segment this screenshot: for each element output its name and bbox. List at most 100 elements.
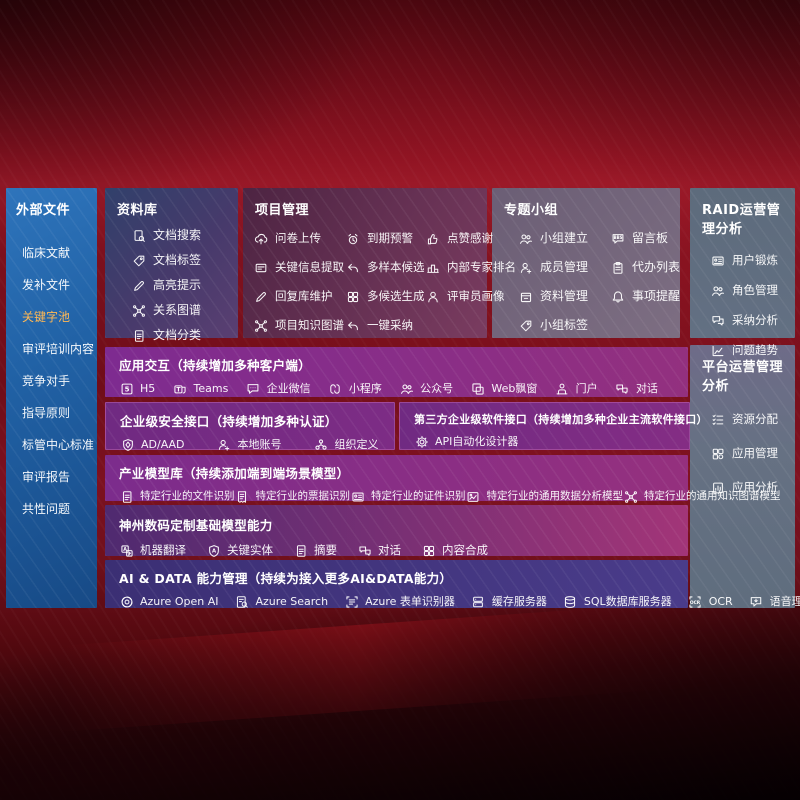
feature-item-label: 回复库维护: [275, 289, 333, 304]
ai-data-row: AI & DATA 能力管理（持续为接入更多AI&DATA能力） Azure O…: [105, 560, 800, 609]
card-icon: [253, 260, 268, 275]
sidebar-item: 标管中心标准: [22, 438, 97, 453]
svg-text:T: T: [176, 386, 181, 393]
feature-item-label: 应用管理: [732, 446, 778, 461]
idcard-icon: [710, 253, 725, 268]
feature-item: A 机器翻译: [119, 543, 186, 558]
list-icon: [710, 412, 725, 427]
feature-item-label: AD/AAD: [141, 437, 185, 451]
apps-icon: [710, 446, 725, 461]
feature-item: 企业微信: [246, 381, 311, 396]
feature-item-label: 对话: [378, 543, 401, 558]
ai-data-items: Azure Open AI Azure Search Azure 表单识别器 缓存服务…: [105, 587, 800, 609]
translate-icon: A: [119, 543, 134, 558]
feature-item-label: 文档标签: [153, 253, 202, 267]
feature-item: 对话: [615, 381, 658, 396]
feature-item-label: 公众号: [420, 381, 454, 395]
bell-icon: [610, 289, 625, 304]
shield-icon: [120, 437, 135, 452]
feature-item: T Teams: [173, 381, 229, 396]
feature-item-label: 对话: [635, 381, 658, 395]
feature-item: 成员管理: [518, 260, 604, 275]
sidebar-item: 审评培训内容: [22, 342, 97, 357]
feature-item-label: 项目知识图谱: [275, 318, 344, 333]
feature-item-label: 内部专家排名: [447, 260, 516, 275]
feature-item-label: 发补文件: [22, 278, 71, 292]
feature-item: 组织定义: [314, 437, 379, 452]
box-icon: [518, 289, 533, 304]
feature-item: 门户: [555, 381, 598, 396]
teams-icon: T: [173, 381, 188, 396]
feature-item: 小组建立: [518, 231, 604, 246]
thumb-icon: [425, 231, 440, 246]
feature-item-label: 企业微信: [266, 381, 311, 395]
svg-text:A: A: [123, 546, 127, 552]
feature-item: 回复库维护: [253, 289, 345, 304]
feature-item-label: H5: [140, 381, 156, 395]
feature-item: 文档分类: [131, 328, 238, 343]
gear-icon: [414, 434, 429, 449]
app-interaction-row: 应用交互（持续增加多种客户端） 5 H5 T Teams 企业微信 小程序 公众号 Web飘窗…: [105, 347, 688, 397]
base-model-row: 神州数码定制基础模型能力 A 机器翻译 A 关键实体 摘要 对话 内容合成: [105, 505, 688, 558]
feature-item-label: 多候选生成: [367, 289, 425, 304]
feature-item: 用户锻炼: [710, 253, 795, 268]
feature-item-label: 用户锻炼: [732, 253, 778, 268]
cloud-up-icon: [253, 231, 268, 246]
feature-item: API自动化设计器: [414, 434, 518, 449]
doc-icon: [119, 489, 134, 504]
window-icon: [470, 381, 485, 396]
external-files-list: 临床文献 发补文件 关键字池 审评培训内容 竞争对手 指导原则 标管中心标准 审评报告 共性问题: [6, 218, 97, 517]
industry-models-title: 产业模型库（持续添加端到端场景模型）: [119, 466, 350, 481]
graph-icon: [253, 318, 268, 333]
repository-title: 资料库: [117, 203, 158, 218]
feature-item-label: 问卷上传: [275, 231, 321, 246]
feature-item-label: 关键信息提取: [275, 260, 344, 275]
feature-item-label: Azure 表单识别器: [365, 594, 455, 608]
feature-item: 文档标签: [131, 253, 238, 268]
graph-icon: [131, 303, 146, 318]
feature-item-label: 代办列表: [632, 260, 681, 274]
feature-item-label: 特定行业的通用数据分析模型: [486, 489, 624, 502]
reply-icon: [345, 260, 360, 275]
org-icon: [314, 437, 329, 452]
report-icon: [710, 480, 725, 495]
feature-item-label: 机器翻译: [140, 543, 186, 558]
feature-item-label: 关键实体: [227, 543, 273, 558]
feature-item-label: 文档分类: [153, 328, 202, 342]
person-add-icon: [518, 260, 533, 275]
feature-item-label: 到期预警: [367, 231, 413, 246]
reply-icon: [345, 318, 360, 333]
feature-item-label: Teams: [193, 381, 229, 395]
project-management-title: 项目管理: [255, 203, 310, 218]
feature-item-label: 角色管理: [732, 283, 778, 298]
feature-item-label: 问题趋势: [732, 343, 778, 358]
feature-item-label: 采纳分析: [732, 313, 778, 328]
people-icon: [399, 381, 414, 396]
feature-item-label: 指导原则: [22, 406, 71, 420]
feature-item: 关系图谱: [131, 303, 238, 318]
feature-item-label: 特定行业的通用知识图谱模型: [644, 489, 781, 502]
chat-icon: [246, 381, 261, 396]
svg-text:5: 5: [124, 385, 129, 393]
feature-item: 小组标签: [518, 318, 604, 333]
grid-icon: [421, 543, 436, 558]
graph-icon: [623, 489, 638, 504]
feature-item-label: 共性问题: [22, 502, 71, 516]
feature-item: SQL数据库服务器: [563, 594, 672, 609]
feature-item-label: 特定行业的文件识别: [140, 489, 235, 502]
feature-item: 5 H5: [119, 381, 155, 396]
thirdparty-interface-items: API自动化设计器: [400, 427, 689, 449]
feature-item-label: 小组标签: [540, 318, 589, 332]
feature-item-label: 摘要: [314, 543, 337, 558]
feature-item: 资料管理: [518, 289, 604, 304]
feature-item-label: 临床文献: [22, 246, 71, 260]
sidebar-item: 关键字池: [22, 310, 97, 325]
feature-item-label: API自动化设计器: [435, 434, 519, 448]
feature-item-label: 应用分析: [732, 480, 778, 495]
grid-icon: [345, 289, 360, 304]
feature-item-label: 小程序: [348, 381, 382, 395]
svg-text:BBS: BBS: [613, 235, 622, 240]
image-icon: [466, 489, 481, 504]
portal-icon: [555, 381, 570, 396]
